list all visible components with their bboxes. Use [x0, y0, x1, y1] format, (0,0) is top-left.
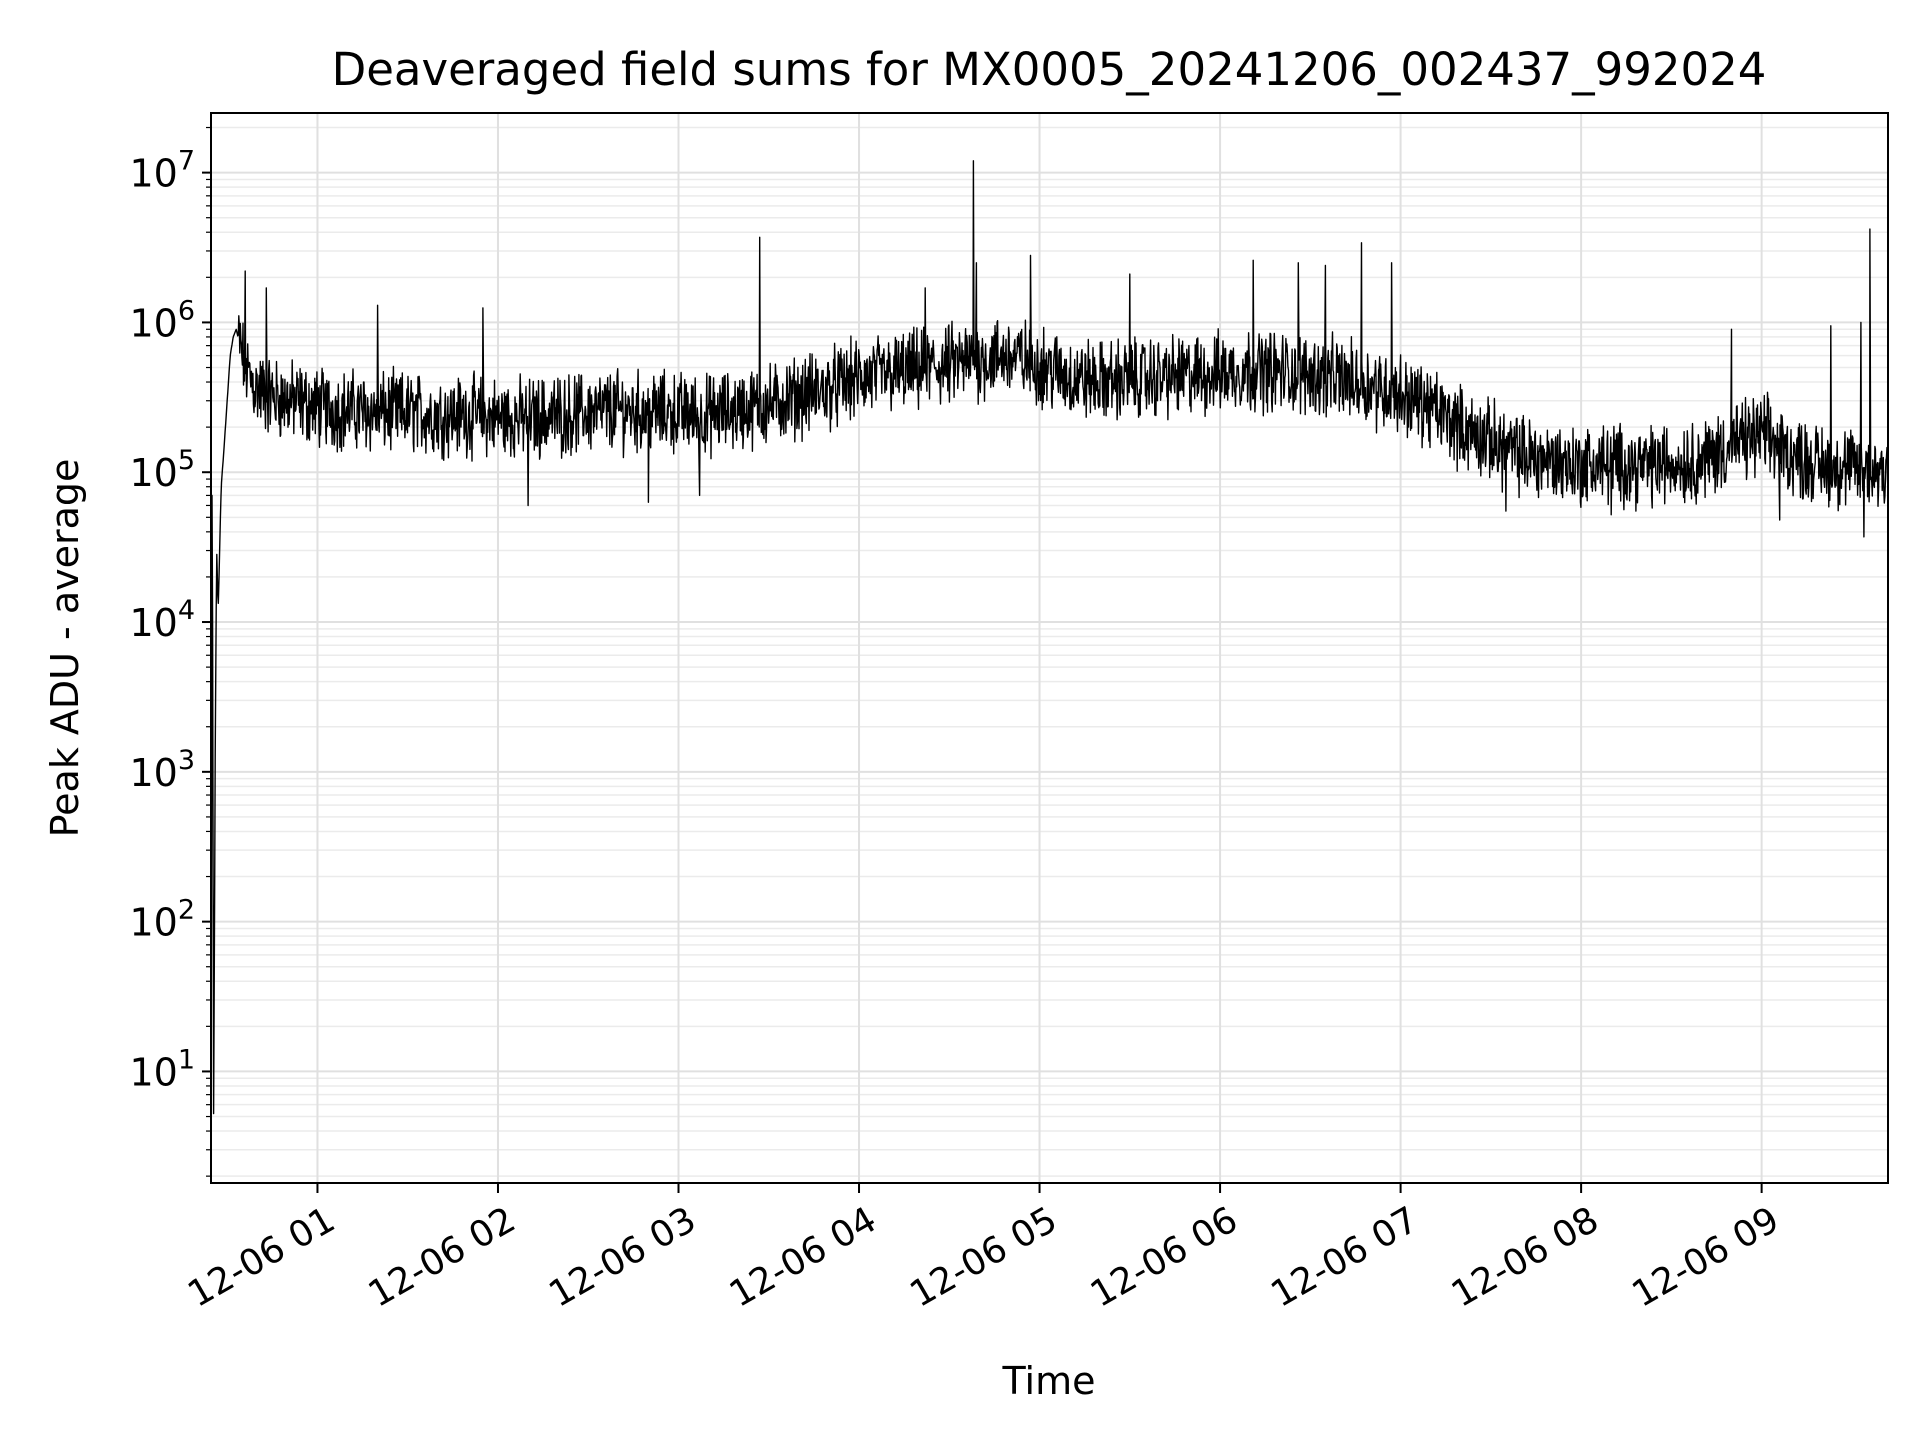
y-tick-base: 10 [129, 751, 177, 795]
x-axis-label: Time [1002, 1359, 1096, 1403]
y-tick-base: 10 [129, 152, 177, 196]
y-tick-exponent: 1 [178, 1044, 195, 1075]
y-tick-label: 107 [129, 146, 195, 196]
y-tick-label: 101 [129, 1044, 195, 1094]
y-tick-label: 104 [129, 595, 195, 645]
y-tick-label: 102 [129, 895, 195, 945]
y-tick-exponent: 4 [178, 595, 195, 626]
y-tick-exponent: 2 [178, 895, 195, 926]
plot-frame [210, 112, 1889, 1184]
y-tick-label: 103 [129, 745, 195, 795]
y-tick-base: 10 [129, 451, 177, 495]
grid [211, 113, 1888, 1183]
y-tick-exponent: 7 [178, 146, 195, 177]
y-tick-exponent: 5 [178, 445, 195, 476]
y-axis-label: Peak ADU - average [43, 459, 87, 838]
y-tick-base: 10 [129, 301, 177, 345]
y-tick-base: 10 [129, 601, 177, 645]
series-layer [211, 160, 1888, 1177]
y-tick-exponent: 6 [178, 295, 195, 326]
series-line [211, 160, 1888, 1177]
y-tick-label: 106 [129, 295, 195, 345]
y-tick-base: 10 [129, 901, 177, 945]
y-tick-label: 105 [129, 445, 195, 495]
chart-title: Deaveraged field sums for MX0005_2024120… [332, 43, 1767, 96]
y-tick-exponent: 3 [178, 745, 195, 776]
y-tick-base: 10 [129, 1050, 177, 1094]
